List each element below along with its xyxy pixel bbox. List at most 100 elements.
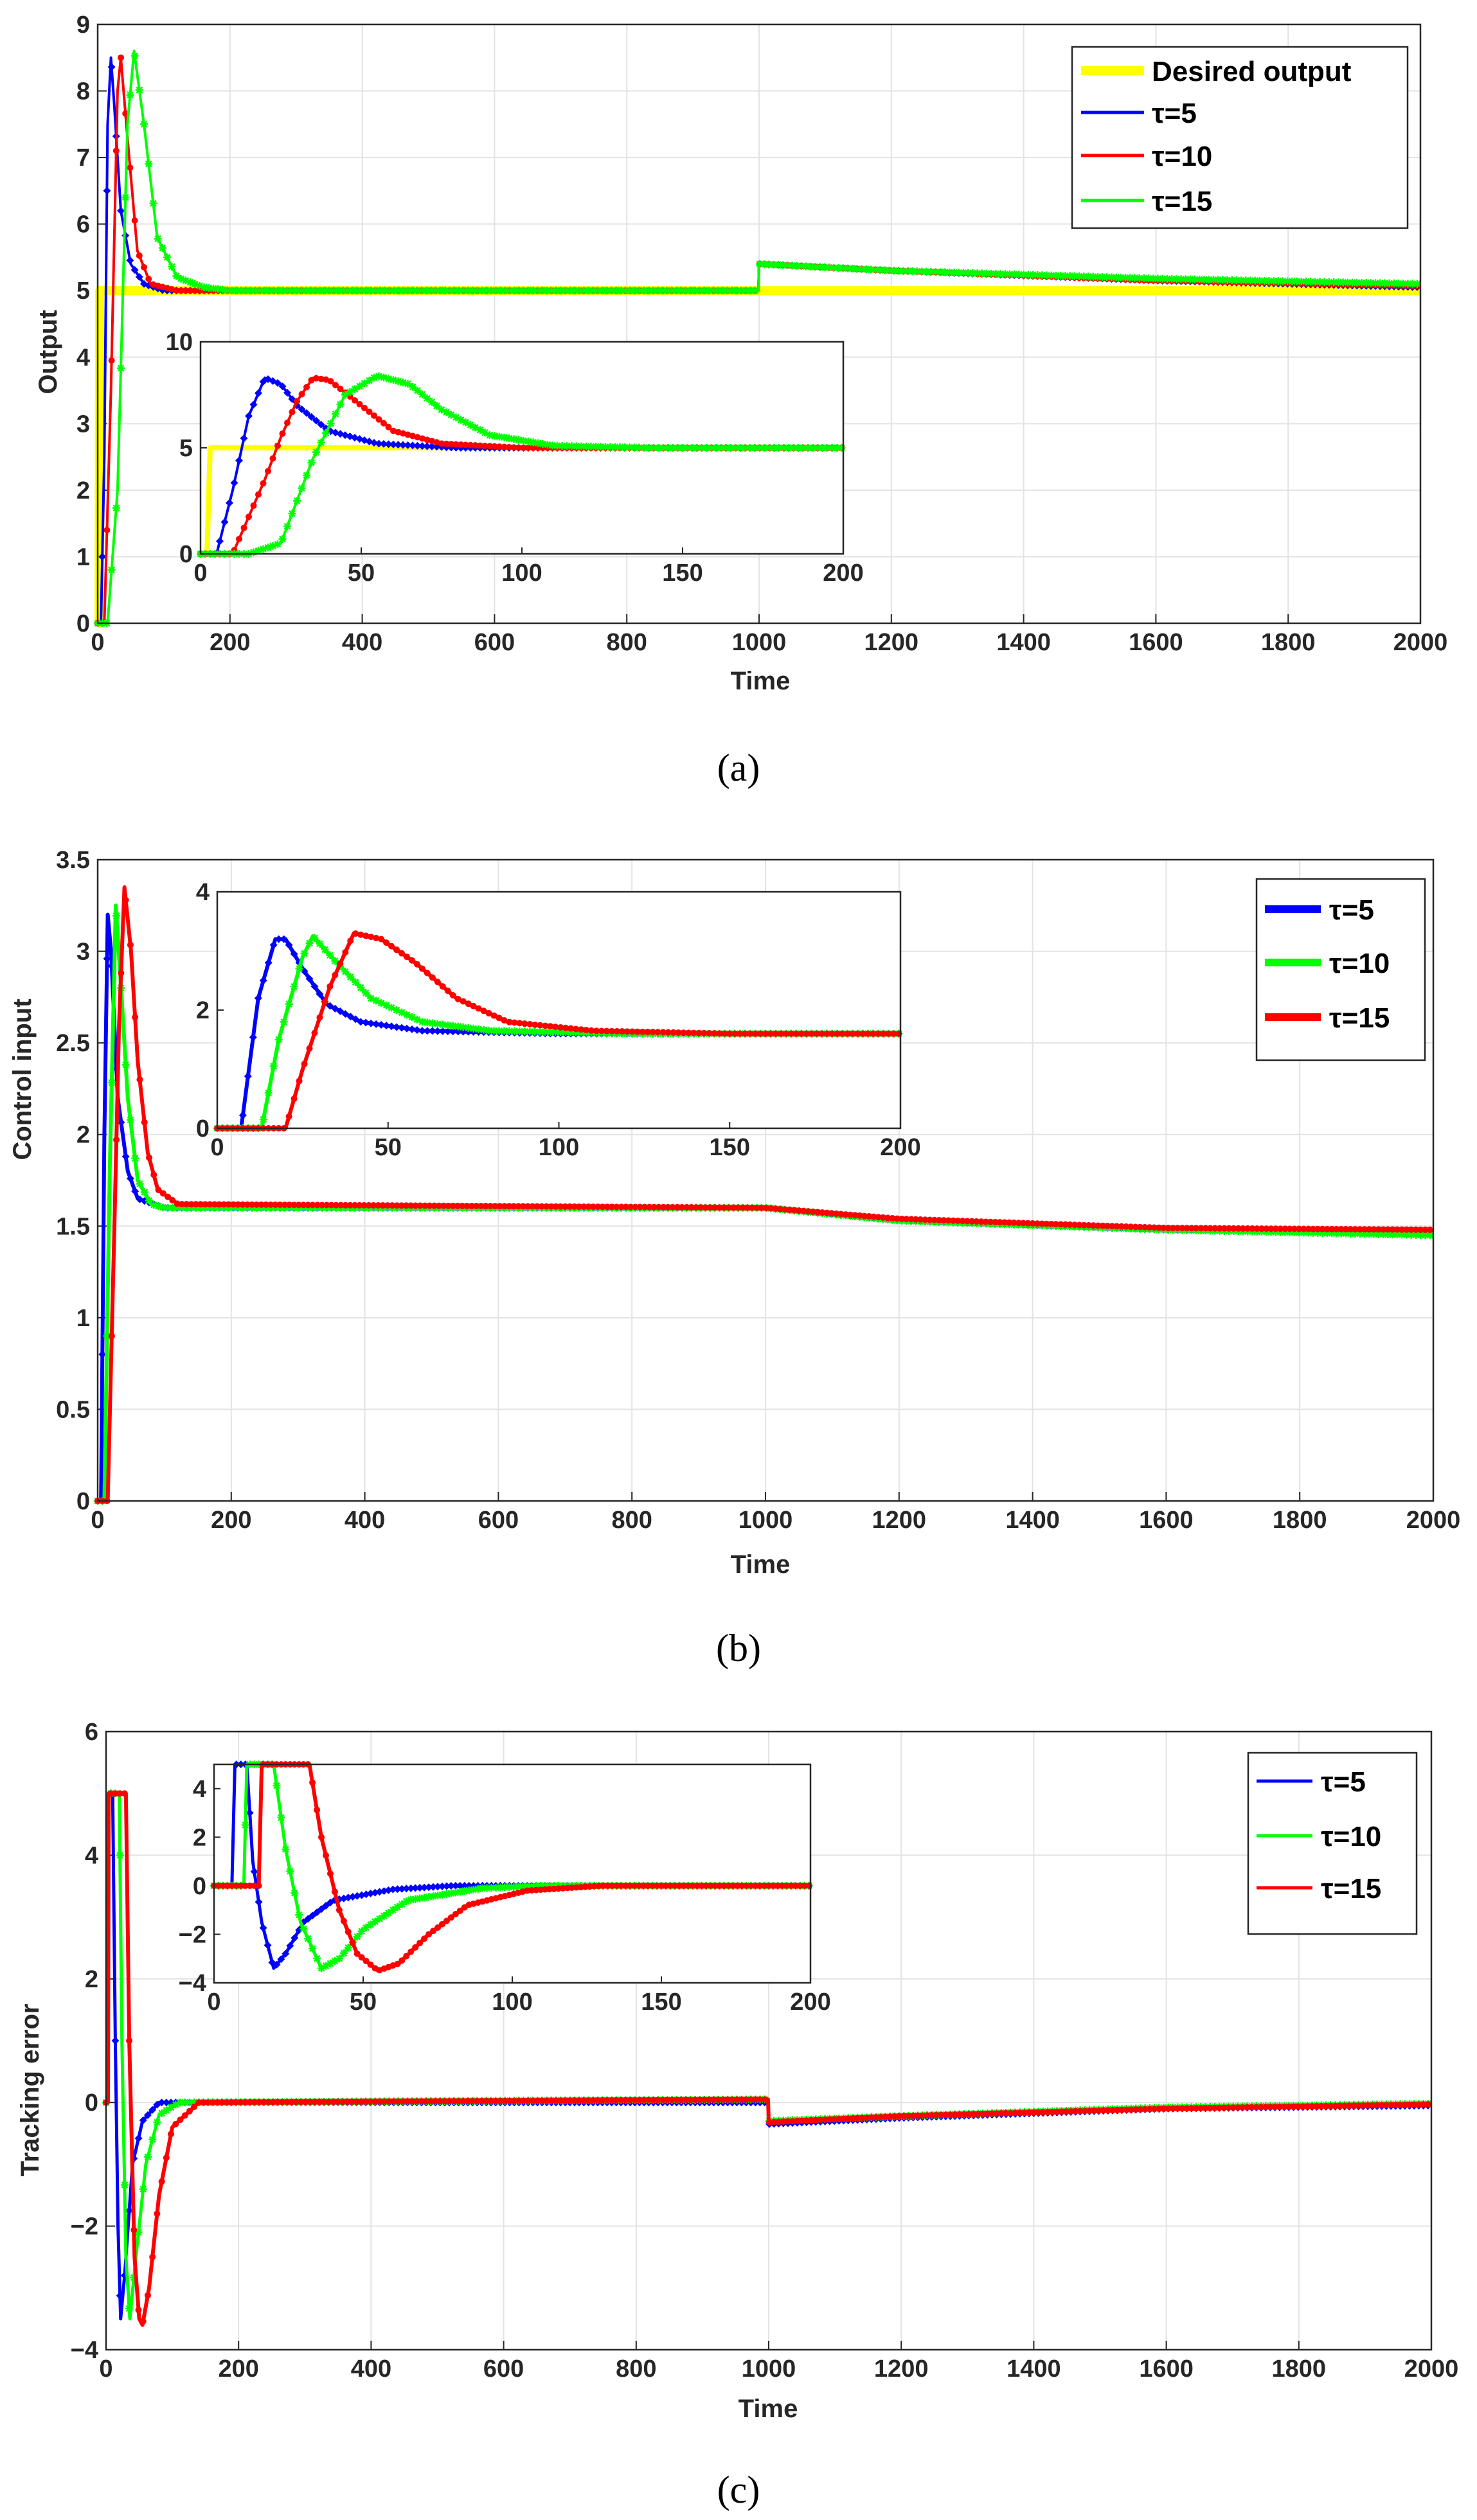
tau15-marker xyxy=(747,2096,755,2103)
tau15-marker xyxy=(849,1030,856,1037)
tau15-marker xyxy=(689,1882,696,1889)
tau15-marker xyxy=(403,954,410,961)
tau15-marker xyxy=(1272,1225,1279,1232)
tau15-marker xyxy=(337,960,344,967)
tau10-marker xyxy=(469,1024,478,1033)
tau15-marker xyxy=(1276,2103,1283,2110)
tau15-marker xyxy=(460,2097,467,2104)
tau15-marker xyxy=(775,444,783,452)
tau15-marker xyxy=(1146,1224,1153,1231)
tau15-marker xyxy=(823,444,831,452)
tau15-marker xyxy=(791,1207,798,1214)
tau15-marker xyxy=(562,1024,569,1031)
tau15-marker xyxy=(1141,1223,1149,1230)
tau15-marker xyxy=(825,263,834,272)
tau15-marker xyxy=(719,287,727,295)
tau15-marker xyxy=(959,269,967,277)
tau15-marker xyxy=(992,1219,999,1226)
tau15-marker xyxy=(552,287,560,295)
tau5-marker xyxy=(238,1111,247,1119)
tau15-marker xyxy=(1338,1226,1345,1233)
x-tick-label: 400 xyxy=(342,629,382,656)
axes-frame xyxy=(199,341,845,555)
tau15-marker xyxy=(1169,1225,1176,1232)
tau5-marker xyxy=(139,2116,147,2124)
tau10-marker xyxy=(300,949,309,957)
tau15-marker xyxy=(1285,2103,1293,2110)
tau15-marker xyxy=(244,1201,251,1208)
tau15-marker xyxy=(1253,1225,1260,1232)
tau15-marker xyxy=(828,1210,835,1217)
tau10-marker xyxy=(407,1895,415,1904)
tau5-marker xyxy=(336,1007,345,1015)
tau15-marker xyxy=(279,287,287,295)
tau15-marker xyxy=(1202,2104,1209,2111)
tau15-marker xyxy=(1375,1226,1382,1233)
tau15-marker xyxy=(432,2098,439,2105)
tau15-marker xyxy=(688,444,696,452)
tau5-marker xyxy=(246,1809,254,1817)
tau15-marker xyxy=(863,2114,870,2121)
tau15-marker xyxy=(1038,271,1046,280)
tau5-marker xyxy=(313,1908,321,1917)
tau15-marker xyxy=(928,2112,935,2119)
legend-label-tau5: τ=5 xyxy=(1152,98,1197,129)
tau15-marker xyxy=(898,1216,905,1223)
tau15-marker xyxy=(830,263,838,272)
tau15-marker xyxy=(1255,276,1264,285)
tau15-marker xyxy=(931,1216,938,1223)
tau10-marker xyxy=(181,2099,189,2107)
tau5-marker xyxy=(121,1152,130,1160)
tau15-marker xyxy=(1265,277,1273,285)
tau15-marker xyxy=(595,2097,602,2104)
tau15-marker xyxy=(627,2097,634,2104)
tau15-marker xyxy=(711,1030,718,1037)
tau5-marker xyxy=(420,1883,429,1892)
tau15-marker xyxy=(691,287,699,295)
tau15-marker xyxy=(478,2097,485,2104)
tau10-marker xyxy=(269,455,276,462)
tau15-marker xyxy=(811,263,819,271)
y-tick-label: 0.5 xyxy=(56,1396,90,1423)
tau10-marker xyxy=(418,1018,426,1026)
tau15-marker xyxy=(788,262,796,270)
tau15-marker xyxy=(1347,1226,1354,1233)
tau10-marker xyxy=(478,1884,487,1892)
tau15-marker xyxy=(1126,274,1134,282)
tau15-marker xyxy=(407,1202,415,1209)
tau15-marker xyxy=(501,2097,508,2104)
tau15-marker xyxy=(259,545,267,553)
tau15-marker xyxy=(293,497,301,505)
tau10-marker xyxy=(173,287,180,294)
tau15-marker xyxy=(288,287,296,295)
tau15-marker xyxy=(895,267,903,275)
chart-panel-c: 0 200 400 600 800 1000 1200 1400 1600 1800 2000−4−… xyxy=(16,1719,1458,2511)
tau15-marker xyxy=(440,1202,447,1209)
legend-label-tau15: τ=15 xyxy=(1329,1002,1390,1034)
tau15-marker xyxy=(786,1206,793,1213)
tau15-marker xyxy=(587,442,595,450)
tau15-marker xyxy=(1341,2102,1348,2109)
tau15-marker xyxy=(181,2112,188,2119)
tau15-marker xyxy=(733,287,741,295)
x-tick-label: 200 xyxy=(880,1134,920,1161)
tau15-marker xyxy=(1246,276,1255,285)
tau15-marker xyxy=(474,2097,481,2104)
tau15-marker xyxy=(278,535,287,543)
tau15-marker xyxy=(654,1029,661,1036)
tau15-marker xyxy=(1183,1225,1190,1232)
tau10-marker xyxy=(305,939,314,947)
tau15-marker xyxy=(404,2098,411,2105)
tau15-marker xyxy=(253,1201,260,1208)
tau15-marker xyxy=(744,1204,751,1211)
tau10-marker xyxy=(241,1821,249,1829)
tau10-marker xyxy=(501,1883,509,1892)
tau15-marker xyxy=(1369,2102,1376,2109)
tau15-marker xyxy=(580,287,588,295)
x-tick-label: 1000 xyxy=(742,2356,796,2382)
tau15-marker xyxy=(328,1202,335,1209)
tau10-marker xyxy=(1281,1228,1289,1236)
tau15-marker xyxy=(422,1202,429,1209)
tau15-marker xyxy=(611,443,619,451)
tau15-marker xyxy=(1260,276,1269,285)
